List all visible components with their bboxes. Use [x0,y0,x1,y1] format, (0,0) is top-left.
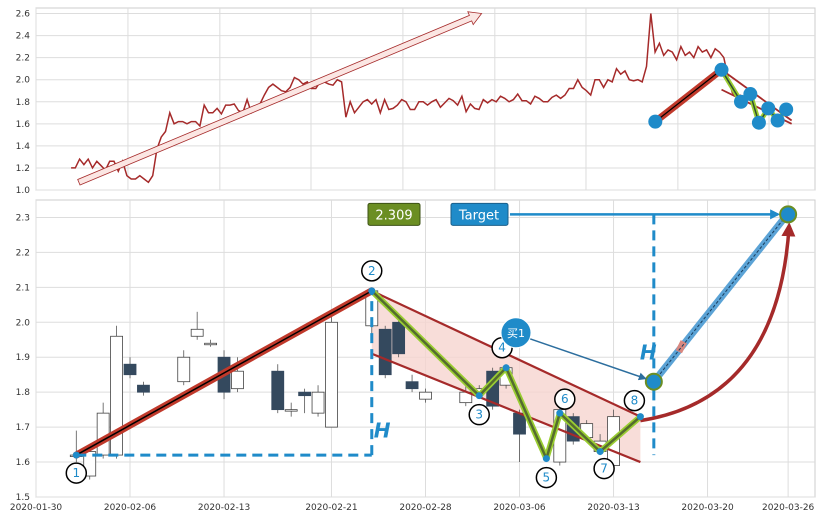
target-point [779,205,798,224]
point-label-text: 5 [543,471,551,485]
overview-y-tick-label: 1.0 [16,186,31,196]
point-label-circle [623,389,646,412]
point-label-circle [361,260,383,282]
detail-y-tick-label: 2.3 [16,213,30,223]
price-box-label: 2.309 [375,208,412,223]
detail-y-tick-label: 2.0 [16,318,31,328]
candle-body [392,321,406,355]
candle-body [419,391,432,400]
overview-y-tick-label: 2.4 [16,32,31,42]
detail-y-tick-label: 1.5 [16,493,30,503]
overview-pattern-point [648,114,663,129]
overview-pattern-point [770,113,785,128]
candle-body [405,381,419,390]
overview-price-line [71,13,742,184]
overview-pattern-point [751,115,766,130]
height-label-h: H [374,419,391,443]
candle-body [204,342,218,346]
overview-pattern-point [779,102,794,117]
zigzag-vertex-dot [542,455,550,463]
candle-body [137,384,150,393]
point-label-text: 8 [631,394,639,408]
detail-y-tick-label: 1.8 [16,388,31,398]
point-label-text: 7 [600,462,608,476]
point-label-circle [593,457,615,480]
point-label-text: 4 [498,341,506,355]
point-label-circle [65,462,88,484]
buy-marker [500,317,532,349]
projection-label-h: H [640,341,657,365]
overview-pattern-point [743,87,758,102]
target-box [450,202,509,226]
zigzag-vertex-dot [475,392,483,400]
candle-body [325,321,338,428]
detail-y-tick-label: 1.9 [16,353,31,363]
breakout-point [644,372,663,391]
buy-pointer [529,338,647,381]
overview-y-tick-label: 1.4 [16,142,31,152]
detail-x-tick-label: 2020-02-21 [305,503,357,513]
candle-body [298,391,312,397]
projection-band [651,216,787,384]
detail-x-tick-label: 2020-03-26 [762,503,815,513]
zigzag-vertex-dot [596,448,604,456]
overview-y-tick-label: 2.0 [16,76,31,86]
detail-panel: 2020-01-30 2020-02-06 2020-02-13 2020-02-21… [10,199,816,513]
detail-y-tick-label: 2.1 [16,283,30,293]
point-label-circle [535,466,558,489]
detail-x-tick-label: 2020-03-13 [587,503,639,513]
overview-panel: 1.0 1.2 1.4 1.6 1.8 2.0 2.2 2.4 2.6 [16,7,816,196]
candle-body [271,370,285,411]
zigzag-vertex-dot [368,287,376,295]
point-label-circle [554,388,576,410]
overview-y-tick-label: 1.2 [16,164,30,174]
zigzag-vertex-dot [72,451,80,459]
target-curve-arrow [640,222,796,423]
candle-body [378,328,392,376]
detail-x-tick-label: 2020-03-06 [493,503,546,513]
candle-body [123,363,137,376]
overview-pattern-point [714,62,729,77]
point-label-text: 6 [561,392,569,406]
price-box [367,202,421,226]
overview-pattern-point [733,94,748,109]
detail-x-tick-label: 2020-02-28 [399,503,452,513]
buy-marker-label: 买1 [507,327,525,340]
target-box-label: Target [458,208,499,223]
overview-trend-arrow [77,11,483,186]
overview-pattern-point [761,101,776,116]
point-label-circle [468,403,490,426]
point-label-text: 1 [72,466,80,480]
candle-body [311,391,325,414]
candle-body [231,370,244,390]
overview-y-tick-label: 1.8 [16,98,31,108]
detail-y-tick-label: 1.7 [16,423,30,433]
candle-body [177,356,191,383]
detail-x-tick-label: 2020-02-06 [104,503,157,513]
overview-y-tick-label: 2.2 [16,54,30,64]
candle-body [513,412,526,435]
detail-y-tick-label: 1.6 [16,458,31,468]
zigzag-vertex-dot [636,413,644,421]
detail-x-tick-label: 2020-03-20 [681,503,734,513]
detail-x-tick-label: 2020-02-13 [198,503,250,513]
detail-x-tick-label: 2020-01-30 [10,503,63,513]
candle-body [284,409,298,412]
overview-y-tick-label: 1.6 [16,120,31,130]
candle-body [190,328,204,337]
point-label-text: 3 [475,408,483,422]
zigzag-vertex-dot [556,409,564,417]
overview-rise-leg-core [654,69,722,123]
detail-y-tick-label: 2.2 [16,248,30,258]
rise-leg-core [75,290,373,456]
overview-y-tick-label: 2.6 [16,10,31,20]
zigzag-vertex-dot [502,364,510,372]
point-label-text: 2 [368,264,376,278]
